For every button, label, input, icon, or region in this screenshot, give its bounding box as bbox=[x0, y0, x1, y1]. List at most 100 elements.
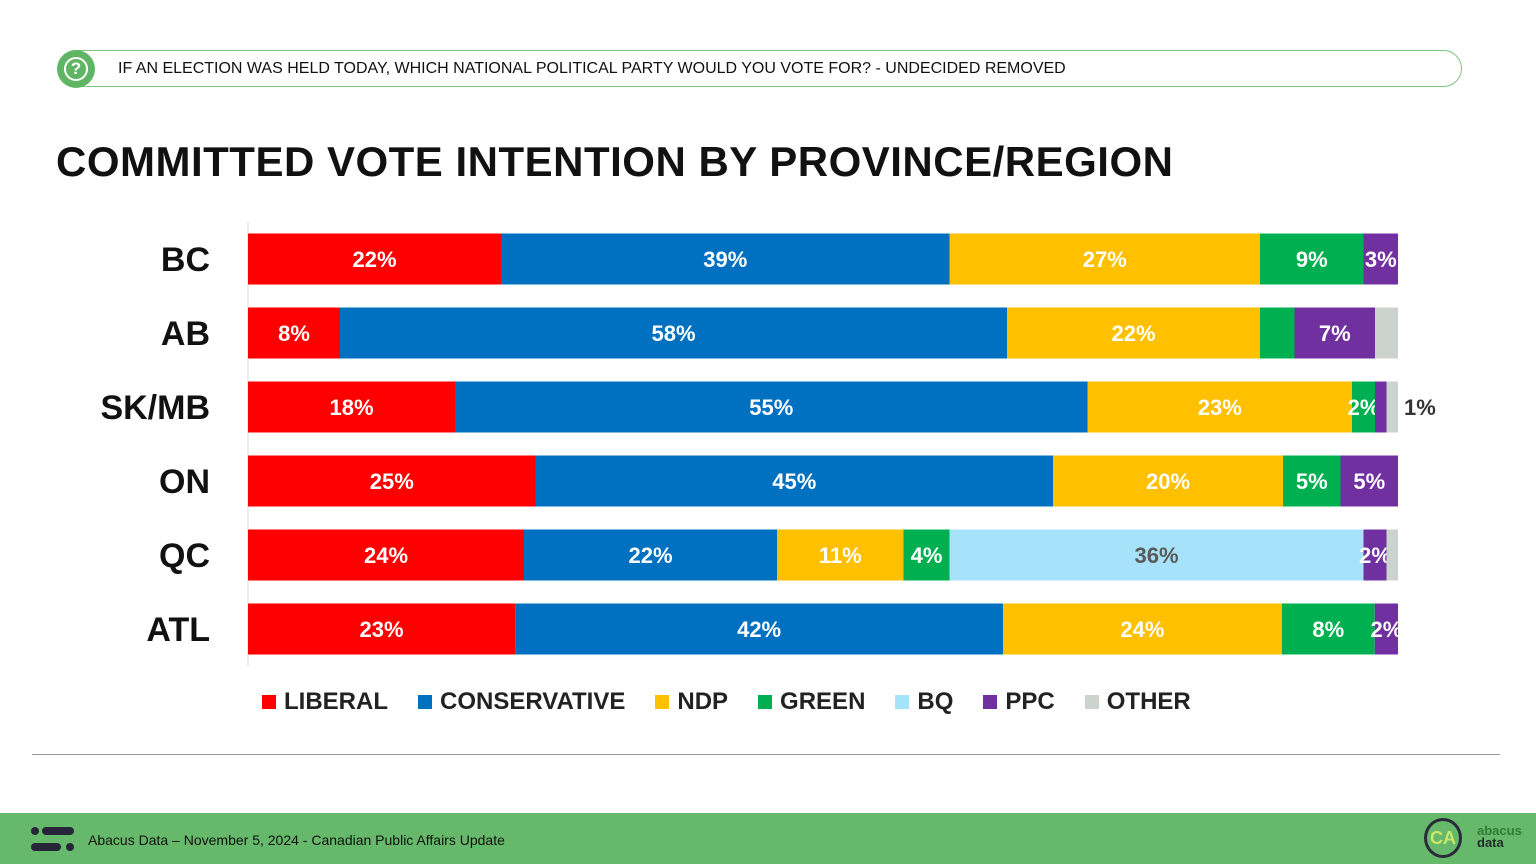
bar-segment-liberal bbox=[248, 603, 516, 655]
bar-segment-green bbox=[1281, 603, 1375, 655]
data-label: 27% bbox=[1083, 247, 1127, 272]
bar-segment-other bbox=[1386, 529, 1398, 581]
data-label: 8% bbox=[1312, 617, 1344, 642]
legend-item-liberal: LIBERAL bbox=[262, 688, 388, 716]
footer-text: Abacus Data – November 5, 2024 - Canadia… bbox=[88, 832, 505, 848]
question-circle-icon: ? bbox=[57, 50, 95, 88]
bar-segment-conservative bbox=[501, 233, 950, 285]
data-label: 45% bbox=[772, 469, 816, 494]
legend-item-bq: BQ bbox=[895, 688, 953, 716]
data-label: 2% bbox=[1359, 543, 1391, 568]
legend-swatch bbox=[262, 695, 276, 709]
bar-segment-ppc bbox=[1363, 529, 1387, 581]
data-label: 3% bbox=[1365, 247, 1397, 272]
data-label: 25% bbox=[370, 469, 414, 494]
data-label: 11% bbox=[819, 543, 862, 568]
legend-swatch bbox=[758, 695, 773, 709]
data-label: 20% bbox=[1146, 469, 1190, 494]
data-label: 22% bbox=[628, 543, 672, 568]
data-label: 18% bbox=[329, 395, 373, 420]
bar-segment-conservative bbox=[524, 529, 777, 581]
bar-segment-conservative bbox=[340, 307, 1007, 359]
legend-label: PPC bbox=[1005, 688, 1055, 715]
bar-segment-liberal bbox=[248, 233, 501, 285]
bar-segment-ndp bbox=[1053, 455, 1283, 507]
data-label: 5% bbox=[1296, 469, 1328, 494]
bar-segment-ppc bbox=[1294, 307, 1375, 359]
question-text: IF AN ELECTION WAS HELD TODAY, WHICH NAT… bbox=[118, 60, 1066, 77]
data-label: 42% bbox=[737, 617, 781, 642]
ca-logo: CA bbox=[1424, 818, 1462, 858]
divider bbox=[32, 754, 1500, 755]
data-label: 1% bbox=[1404, 395, 1436, 420]
data-label: 23% bbox=[360, 617, 404, 642]
legend-item-green: GREEN bbox=[758, 688, 865, 716]
data-label: 2% bbox=[1370, 617, 1402, 642]
data-label: 22% bbox=[352, 247, 396, 272]
legend-label: NDP bbox=[677, 688, 729, 715]
data-label: 39% bbox=[703, 247, 747, 272]
bar-segment-liberal bbox=[248, 529, 524, 581]
bar-segment-green bbox=[1260, 307, 1295, 359]
bar-segment-other bbox=[1386, 381, 1398, 433]
data-label: 24% bbox=[1120, 617, 1164, 642]
legend-item-conservative: CONSERVATIVE bbox=[418, 688, 625, 716]
stacked-bar-chart: BC 22% 39% 27% 9% 3% AB 8% 58% 22% 7% SK/MB 18% 55% 23… bbox=[100, 222, 1436, 666]
category-label: ATL bbox=[146, 611, 210, 649]
bar-segment-conservative bbox=[455, 381, 1088, 433]
abacus-logo-icon bbox=[31, 827, 74, 851]
bar-segment-liberal bbox=[248, 307, 340, 359]
legend-item-other: OTHER bbox=[1084, 688, 1191, 716]
bar-segment-green bbox=[903, 529, 950, 581]
bar-segment-green bbox=[1260, 233, 1364, 285]
bar-segment-ndp bbox=[949, 233, 1260, 285]
legend-label: CONSERVATIVE bbox=[440, 688, 626, 715]
data-label: 9% bbox=[1296, 247, 1328, 272]
bar-segment-ndp bbox=[1003, 603, 1282, 655]
legend-label: OTHER bbox=[1106, 688, 1191, 715]
category-label: ON bbox=[159, 463, 210, 501]
category-label: SK/MB bbox=[100, 389, 210, 427]
bar-segment-conservative bbox=[515, 603, 1004, 655]
data-label: 24% bbox=[364, 543, 408, 568]
bar-segment-ndp bbox=[1007, 307, 1260, 359]
category-label: AB bbox=[161, 315, 210, 353]
bar-segment-conservative bbox=[535, 455, 1053, 507]
brand-logo: abacus data bbox=[1477, 823, 1522, 850]
category-label: BC bbox=[161, 241, 210, 279]
bar-segment-ndp bbox=[1087, 381, 1352, 433]
data-label: 2% bbox=[1348, 395, 1380, 420]
bar-segment-green bbox=[1352, 381, 1375, 433]
legend: LIBERAL CONSERVATIVE NDP GREEN BQ PPC OTHER bbox=[262, 688, 1191, 716]
data-label: 5% bbox=[1353, 469, 1385, 494]
legend-label: GREEN bbox=[780, 688, 866, 715]
legend-swatch bbox=[418, 695, 432, 709]
bar-segment-ppc bbox=[1375, 381, 1387, 433]
bar-segment-liberal bbox=[248, 381, 455, 433]
chart-title: COMMITTED VOTE INTENTION BY PROVINCE/REG… bbox=[56, 138, 1174, 185]
bar-segment-ppc bbox=[1363, 233, 1398, 285]
data-label: 55% bbox=[749, 395, 793, 420]
data-label: 8% bbox=[278, 321, 310, 346]
legend-swatch bbox=[655, 695, 670, 709]
category-label: QC bbox=[159, 537, 210, 575]
data-label: 7% bbox=[1319, 321, 1351, 346]
footer-bar bbox=[0, 813, 1536, 864]
bar-segment-bq bbox=[949, 529, 1364, 581]
bar-segment-other bbox=[1375, 307, 1398, 359]
legend-item-ppc: PPC bbox=[983, 688, 1055, 716]
legend-item-ndp: NDP bbox=[655, 688, 728, 716]
legend-label: BQ bbox=[917, 688, 954, 715]
data-label: 58% bbox=[651, 321, 695, 346]
legend-swatch bbox=[1084, 695, 1099, 709]
bar-segment-ndp bbox=[777, 529, 904, 581]
bar-segment-ppc bbox=[1340, 455, 1398, 507]
data-label: 4% bbox=[911, 543, 943, 568]
legend-label: LIBERAL bbox=[284, 688, 388, 715]
bar-segment-ppc bbox=[1374, 603, 1398, 655]
bar-segment-liberal bbox=[248, 455, 536, 507]
legend-swatch bbox=[895, 695, 910, 709]
data-label: 36% bbox=[1134, 543, 1178, 568]
data-label: 22% bbox=[1111, 321, 1155, 346]
bar-segment-green bbox=[1283, 455, 1341, 507]
